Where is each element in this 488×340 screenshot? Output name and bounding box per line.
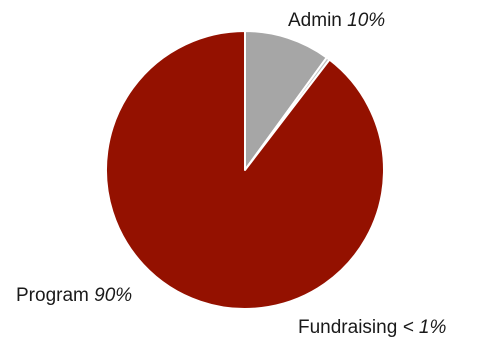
slice-label-program: Program 90% — [16, 285, 132, 306]
pie-slices — [105, 30, 385, 310]
slice-name-program: Program — [16, 285, 89, 306]
pie-slice-admin — [244, 30, 328, 171]
slice-pct-admin: 10% — [347, 10, 385, 31]
slice-pct-program: 90% — [94, 285, 132, 306]
pie-slice-program — [105, 30, 385, 310]
slice-name-fundraising: Fundraising — [298, 317, 397, 338]
slice-pct-fundraising: < 1% — [403, 317, 447, 338]
slice-label-admin: Admin 10% — [288, 10, 385, 31]
slice-name-admin: Admin — [288, 10, 342, 31]
slice-label-fundraising: Fundraising < 1% — [298, 317, 447, 338]
